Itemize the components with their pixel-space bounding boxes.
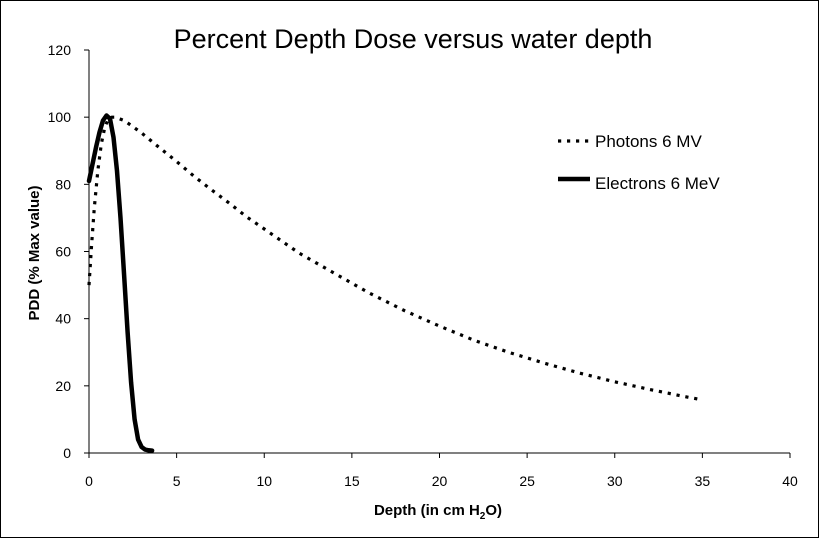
series-layer (86, 113, 703, 453)
x-tick-label: 35 (695, 473, 711, 489)
x-axis-ticks: 0 5 10 15 20 25 30 35 40 (85, 453, 798, 489)
legend-label-photons: Photons 6 MV (595, 132, 702, 151)
series-line-photons (87, 115, 703, 402)
y-tick-label: 60 (55, 244, 71, 260)
x-axis-title-tail: O) (485, 502, 502, 519)
x-tick-label: 0 (85, 473, 93, 489)
x-axis-title-subscript: 2 (480, 511, 486, 522)
legend: Photons 6 MV Electrons 6 MeV (558, 132, 720, 193)
y-tick-label: 20 (55, 378, 71, 394)
y-axis-ticks: 0 20 40 60 80 100 120 (48, 42, 89, 461)
x-tick-label: 5 (173, 473, 181, 489)
y-tick-label: 120 (48, 42, 72, 58)
x-tick-label: 20 (432, 473, 448, 489)
x-axis-title: Depth (in cm H2O) (374, 502, 502, 522)
x-tick-label: 40 (782, 473, 798, 489)
y-tick-label: 80 (55, 176, 71, 192)
x-tick-label: 25 (519, 473, 535, 489)
x-tick-label: 10 (256, 473, 272, 489)
y-axis-title: PDD (% Max value) (26, 185, 43, 320)
x-tick-label: 15 (344, 473, 360, 489)
y-tick-label: 0 (63, 445, 71, 461)
series-line-electrons (86, 113, 155, 453)
x-tick-label: 30 (607, 473, 623, 489)
chart-title: Percent Depth Dose versus water depth (174, 24, 653, 54)
x-axis-title-main: Depth (in cm H (374, 502, 480, 519)
legend-label-electrons: Electrons 6 MeV (595, 174, 720, 193)
y-tick-label: 40 (55, 311, 71, 327)
y-tick-label: 100 (48, 109, 72, 125)
